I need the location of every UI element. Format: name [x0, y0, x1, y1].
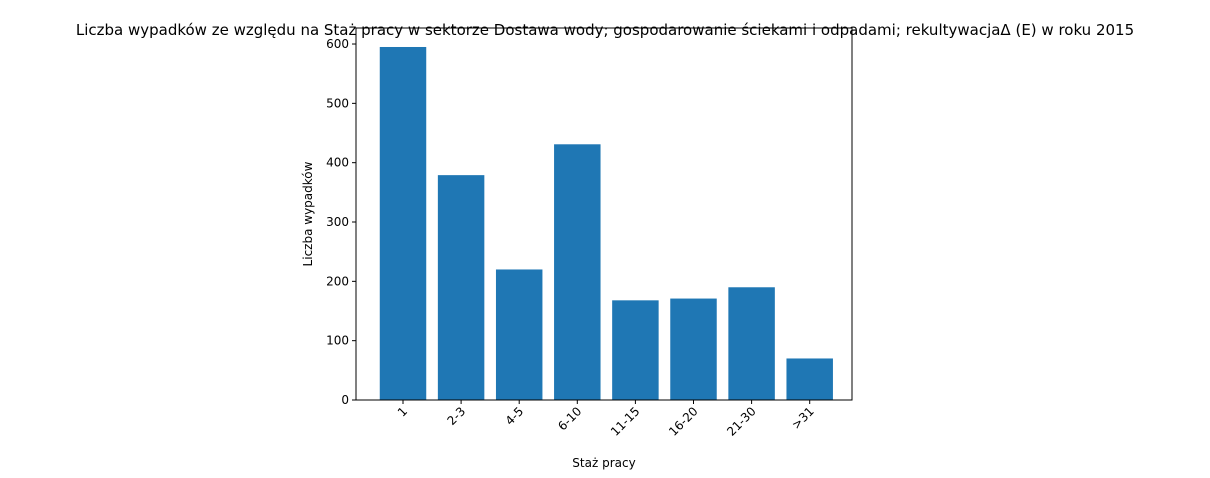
- bar-16-20: [670, 298, 717, 400]
- chart-title: Liczba wypadków ze względu na Staż pracy…: [76, 21, 1134, 39]
- bar-2-3: [437, 175, 485, 400]
- x-tick-label: 4-5: [503, 404, 527, 428]
- y-axis: 0 100 200 300 400 500 600: [326, 37, 356, 407]
- y-tick-label: 500: [326, 96, 349, 110]
- x-tick-label: 1: [395, 404, 410, 419]
- bar-6-10: [554, 144, 601, 400]
- x-tick-label: 21-30: [724, 404, 759, 439]
- bar->31: [786, 358, 833, 400]
- y-tick-label: 400: [326, 156, 349, 170]
- x-tick-label: 11-15: [608, 404, 643, 439]
- x-tick-label: 16-20: [666, 404, 701, 439]
- y-tick-label: 600: [326, 37, 349, 51]
- bar-21-30: [728, 287, 775, 400]
- y-tick-label: 100: [326, 334, 349, 348]
- x-axis-label: Staż pracy: [572, 456, 635, 470]
- bar-1: [379, 46, 427, 401]
- y-tick-label: 0: [341, 393, 349, 407]
- y-tick-label: 300: [326, 215, 349, 229]
- x-tick-label: >31: [789, 404, 817, 432]
- bar-11-15: [612, 300, 659, 400]
- x-tick-label: 2-3: [444, 404, 468, 428]
- x-tick-label: 6-10: [555, 404, 584, 433]
- bars-group: [379, 46, 833, 401]
- bar-4-5: [495, 269, 543, 400]
- x-axis: 1 2-3 4-5 6-10 11-15 16-20 21-30 >31: [395, 400, 817, 439]
- y-tick-label: 200: [326, 274, 349, 288]
- y-axis-label: Liczba wypadków: [301, 161, 315, 266]
- plot-frame: [355, 27, 853, 401]
